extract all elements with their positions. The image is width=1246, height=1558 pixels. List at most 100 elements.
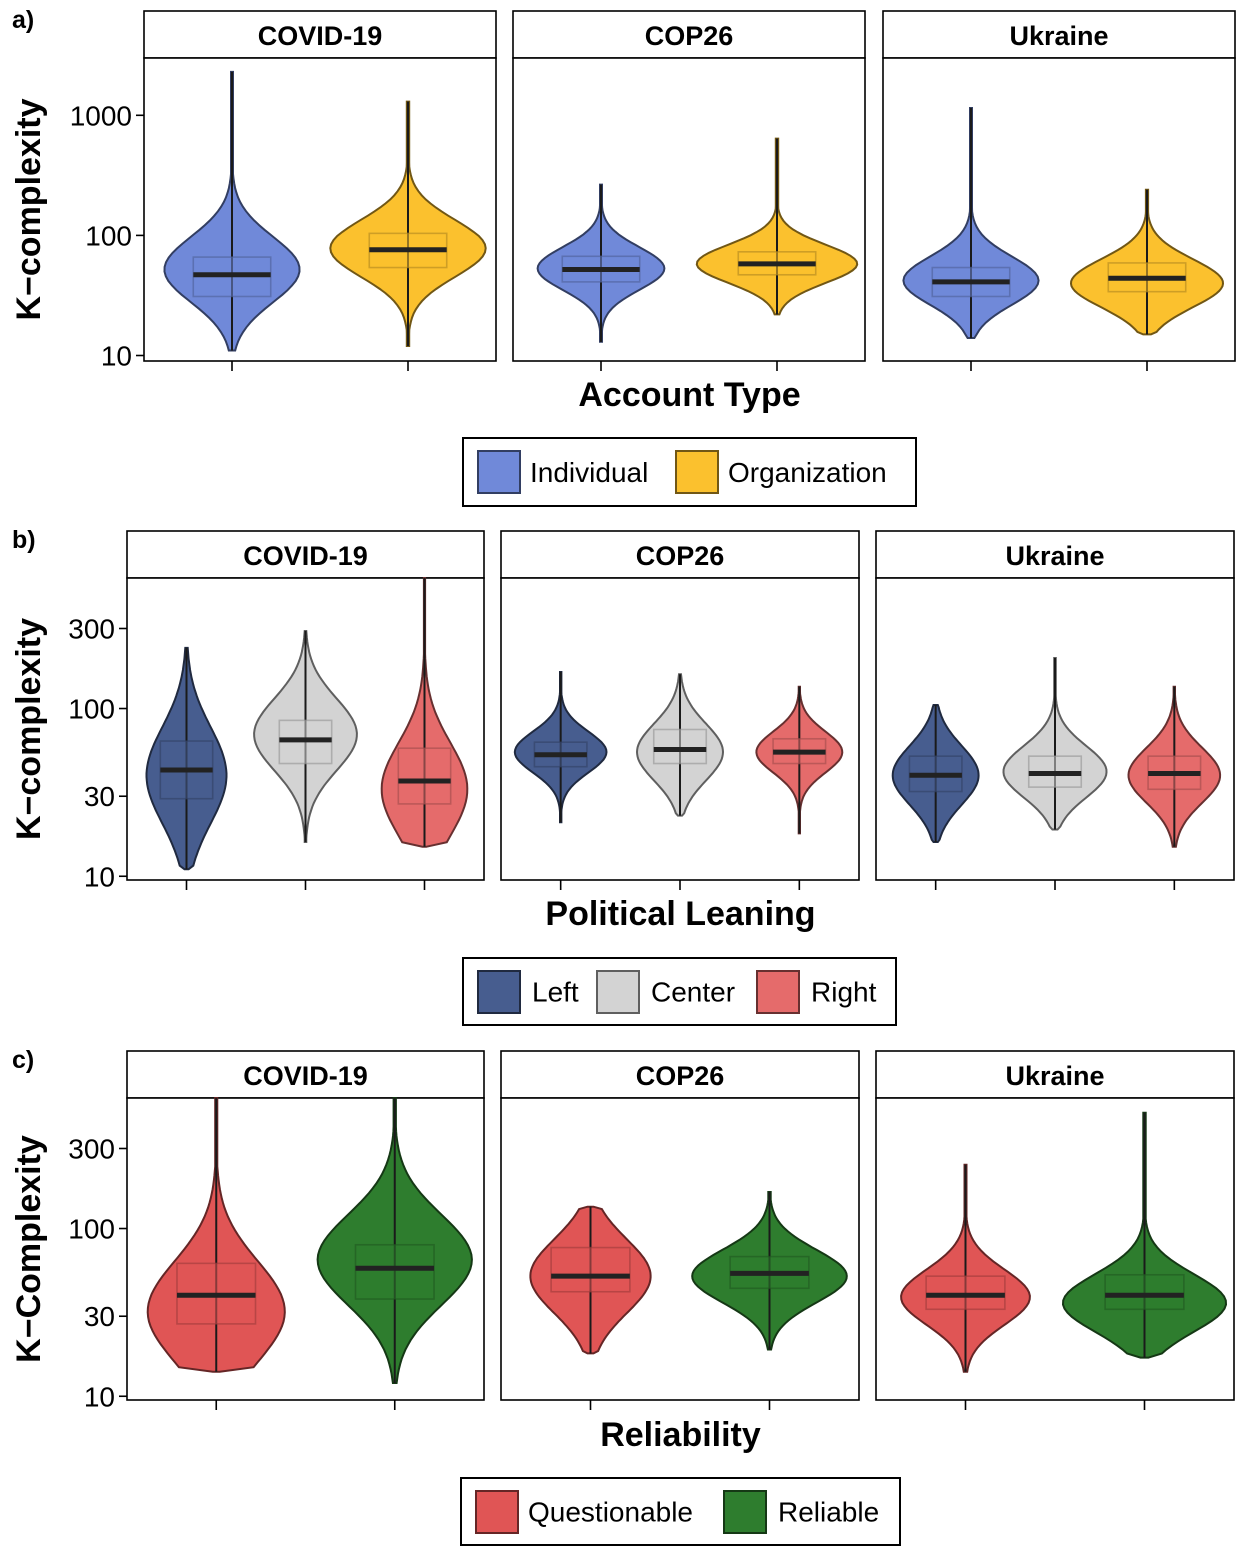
legend-label-organization: Organization — [728, 457, 887, 488]
x-axis-title: Reliability — [600, 1416, 761, 1454]
facet-strip — [512, 10, 866, 59]
panel-letter: c) — [12, 1046, 34, 1074]
facet-cop26: COP26 — [500, 1050, 860, 1410]
facet-plot-area — [882, 57, 1236, 362]
violin-individual — [163, 70, 301, 352]
facet-strip-label: Ukraine — [1005, 541, 1104, 571]
y-tick-label: 10 — [84, 861, 115, 892]
y-axis-title: K−complexity — [10, 618, 48, 840]
y-tick-label: 30 — [84, 781, 115, 812]
legend-swatch-center — [596, 970, 640, 1014]
violin-individual — [902, 107, 1040, 339]
x-axis-title: Account Type — [578, 376, 800, 414]
y-tick-label: 10 — [101, 341, 132, 372]
facet-cop26: COP26 — [500, 530, 860, 890]
violin-questionable — [900, 1163, 1031, 1373]
y-tick-label: 1000 — [70, 100, 132, 131]
y-tick-label: 100 — [68, 1214, 115, 1245]
facet-covid-19: COVID-19 — [126, 530, 485, 890]
violin-individual — [536, 183, 666, 343]
legend-label-reliable: Reliable — [778, 1497, 879, 1528]
legend-label-left: Left — [532, 977, 579, 1008]
legend-swatch-reliable — [723, 1490, 767, 1534]
facet-strip-label: COP26 — [636, 541, 725, 571]
y-tick-label: 300 — [68, 1133, 115, 1164]
legend: Questionable Reliable — [460, 1477, 901, 1546]
legend-swatch-questionable — [475, 1490, 519, 1534]
iqr-box — [652, 728, 708, 765]
facet-strip-label: COP26 — [636, 1061, 725, 1091]
facet-ukraine: Ukraine — [882, 10, 1236, 371]
legend-label-center: Center — [651, 977, 735, 1008]
violin-left — [513, 671, 608, 824]
facet-strip — [500, 1050, 860, 1099]
legend-swatch-left — [477, 970, 521, 1014]
facet-strip-label: Ukraine — [1005, 1061, 1104, 1091]
violin-right — [1127, 685, 1222, 848]
legend-label-individual: Individual — [530, 457, 648, 488]
y-tick-label: 100 — [68, 694, 115, 725]
legend-swatch-organization — [675, 450, 719, 494]
legend-label-questionable: Questionable — [528, 1497, 693, 1528]
violin-questionable — [146, 1097, 286, 1373]
violin-center — [1002, 657, 1108, 831]
legend: Left Center Right — [462, 957, 897, 1026]
violin-organization — [695, 137, 859, 316]
facet-strip — [126, 1050, 485, 1099]
facet-strip — [875, 530, 1235, 579]
violin-right — [380, 577, 469, 848]
violin-organization — [329, 100, 487, 347]
facet-ukraine: Ukraine — [875, 530, 1235, 890]
violin-center — [253, 630, 358, 843]
iqr-box — [1104, 1273, 1185, 1311]
iqr-box — [397, 747, 452, 805]
violin-questionable — [529, 1205, 652, 1355]
violin-organization — [1069, 188, 1225, 336]
facet-plot-area — [512, 57, 866, 362]
facet-cop26: COP26 — [512, 10, 866, 371]
facet-covid-19: COVID-19 — [143, 10, 497, 371]
legend-frame — [460, 1477, 901, 1546]
legend-swatch-individual — [477, 450, 521, 494]
violin-left — [891, 704, 980, 843]
y-axis-title: K−complexity — [10, 98, 48, 320]
violin-reliable — [316, 1097, 473, 1384]
violin-reliable — [691, 1191, 848, 1351]
facet-strip — [126, 530, 485, 579]
facet-strip-label: COP26 — [645, 21, 734, 51]
chart-panel-a: a) K−complexity 10 100 1000 Account Type COVID… — [10, 6, 1236, 507]
iqr-box — [354, 1243, 435, 1300]
facet-strip — [500, 530, 860, 579]
facet-strip — [143, 10, 497, 59]
facet-covid-19: COVID-19 — [126, 1050, 485, 1410]
panel-letter: b) — [12, 526, 36, 554]
facet-strip-label: Ukraine — [1009, 21, 1108, 51]
y-tick-label: 300 — [68, 613, 115, 644]
violin-left — [145, 646, 228, 871]
violin-reliable — [1061, 1111, 1228, 1359]
facet-strip — [875, 1050, 1235, 1099]
chart-panel-c: c) K−Complexity 10 30 100 300 Reliability COVID… — [10, 1046, 1235, 1546]
y-axis-title: K−Complexity — [10, 1135, 48, 1363]
y-tick-label: 30 — [84, 1301, 115, 1332]
legend-label-right: Right — [811, 977, 877, 1008]
facet-plot-area — [143, 57, 497, 362]
violin-right — [755, 685, 844, 835]
iqr-box — [550, 1246, 631, 1293]
iqr-box — [925, 1275, 1006, 1311]
chart-panel-b: b) K−complexity 10 30 100 300 Political Leanin… — [10, 526, 1235, 1026]
legend-swatch-right — [756, 970, 800, 1014]
facet-plot-area — [875, 1097, 1235, 1401]
panel-letter: a) — [12, 6, 34, 34]
violin-center — [635, 673, 725, 817]
y-tick-label: 10 — [84, 1381, 115, 1412]
facet-strip-label: COVID-19 — [258, 21, 383, 51]
x-axis-title: Political Leaning — [545, 895, 815, 933]
legend-frame — [462, 957, 897, 1026]
legend: Individual Organization — [462, 437, 917, 507]
facet-ukraine: Ukraine — [875, 1050, 1235, 1410]
facet-strip-label: COVID-19 — [243, 541, 368, 571]
y-tick-label: 100 — [85, 220, 132, 251]
facet-strip-label: COVID-19 — [243, 1061, 368, 1091]
